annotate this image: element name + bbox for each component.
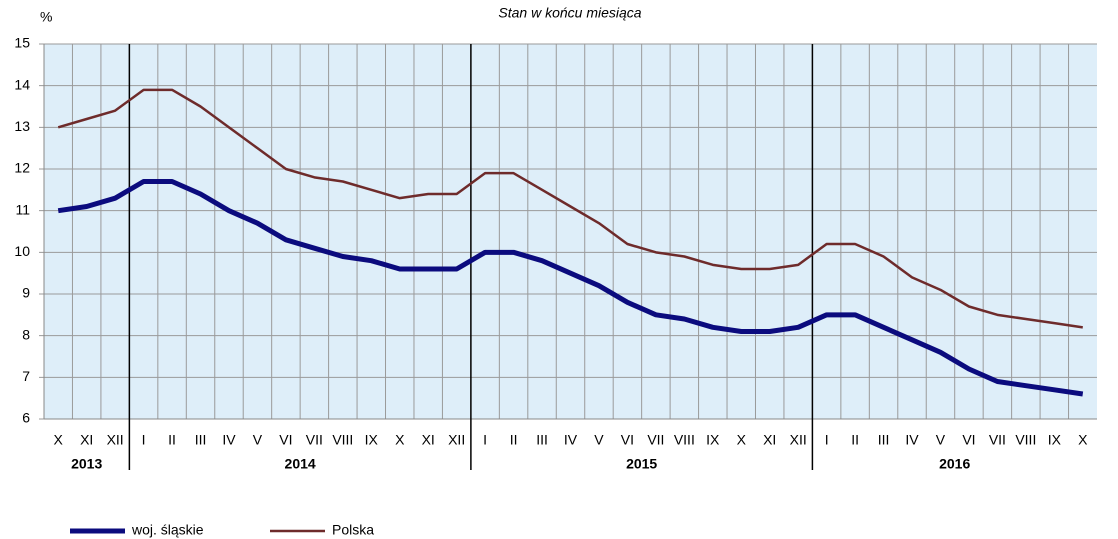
x-tick-label: VIII: [674, 432, 695, 448]
x-tick-label: IV: [564, 432, 578, 448]
x-tick-label: III: [878, 432, 890, 448]
x-tick-label: IX: [1048, 432, 1062, 448]
x-tick-label: VI: [962, 432, 975, 448]
year-label: 2016: [939, 456, 970, 472]
x-tick-label: XI: [422, 432, 435, 448]
y-tick-label: 14: [14, 76, 30, 92]
line-series: [57, 179, 1084, 397]
year-label: 2014: [285, 456, 316, 472]
y-tick-label: 7: [22, 368, 30, 384]
y-tick-label: 6: [22, 410, 30, 426]
x-tick-label: III: [536, 432, 548, 448]
x-tick-label: IX: [706, 432, 720, 448]
x-tick-label: V: [594, 432, 604, 448]
plot-area: [44, 44, 1097, 419]
x-tick-label: II: [510, 432, 518, 448]
legend-label: Polska: [332, 522, 374, 538]
x-tick-label: XI: [80, 432, 93, 448]
x-tick-label: XII: [790, 432, 807, 448]
x-tick-label: X: [1078, 432, 1088, 448]
y-tick-label: 10: [14, 243, 30, 259]
x-tick-label: IV: [222, 432, 236, 448]
x-tick-label: VII: [989, 432, 1006, 448]
x-tick-label: VIII: [1015, 432, 1036, 448]
y-tick-label: 12: [14, 160, 30, 176]
x-tick-label: V: [253, 432, 263, 448]
year-label: 2013: [71, 456, 102, 472]
x-tick-label: I: [483, 432, 487, 448]
x-tick-label: VI: [621, 432, 634, 448]
x-tick-label: XII: [448, 432, 465, 448]
y-tick-label: 11: [15, 201, 30, 217]
y-tick-label: 13: [14, 118, 30, 134]
x-tick-label: VII: [306, 432, 323, 448]
line-series: [57, 88, 1083, 329]
x-tick-label: V: [936, 432, 946, 448]
x-tick-label: I: [825, 432, 829, 448]
x-tick-label: XI: [763, 432, 776, 448]
x-tick-label: II: [168, 432, 176, 448]
y-tick-label: 8: [22, 326, 30, 342]
x-tick-label: VII: [647, 432, 664, 448]
chart-title: Stan w końcu miesiąca: [498, 5, 641, 21]
x-tick-label: X: [54, 432, 64, 448]
x-tick-label: I: [142, 432, 146, 448]
y-axis-label: %: [40, 9, 52, 25]
y-tick-label: 9: [22, 285, 30, 301]
x-tick-label: II: [851, 432, 859, 448]
x-tick-label: IX: [365, 432, 379, 448]
y-tick-label: 15: [14, 35, 30, 51]
year-label: 2015: [626, 456, 657, 472]
legend-label: woj. śląskie: [131, 522, 204, 538]
x-tick-label: XII: [107, 432, 124, 448]
x-tick-label: III: [195, 432, 207, 448]
x-tick-label: VIII: [332, 432, 353, 448]
x-tick-label: X: [737, 432, 747, 448]
x-tick-label: X: [395, 432, 405, 448]
x-tick-label: IV: [905, 432, 919, 448]
x-tick-label: VI: [279, 432, 292, 448]
